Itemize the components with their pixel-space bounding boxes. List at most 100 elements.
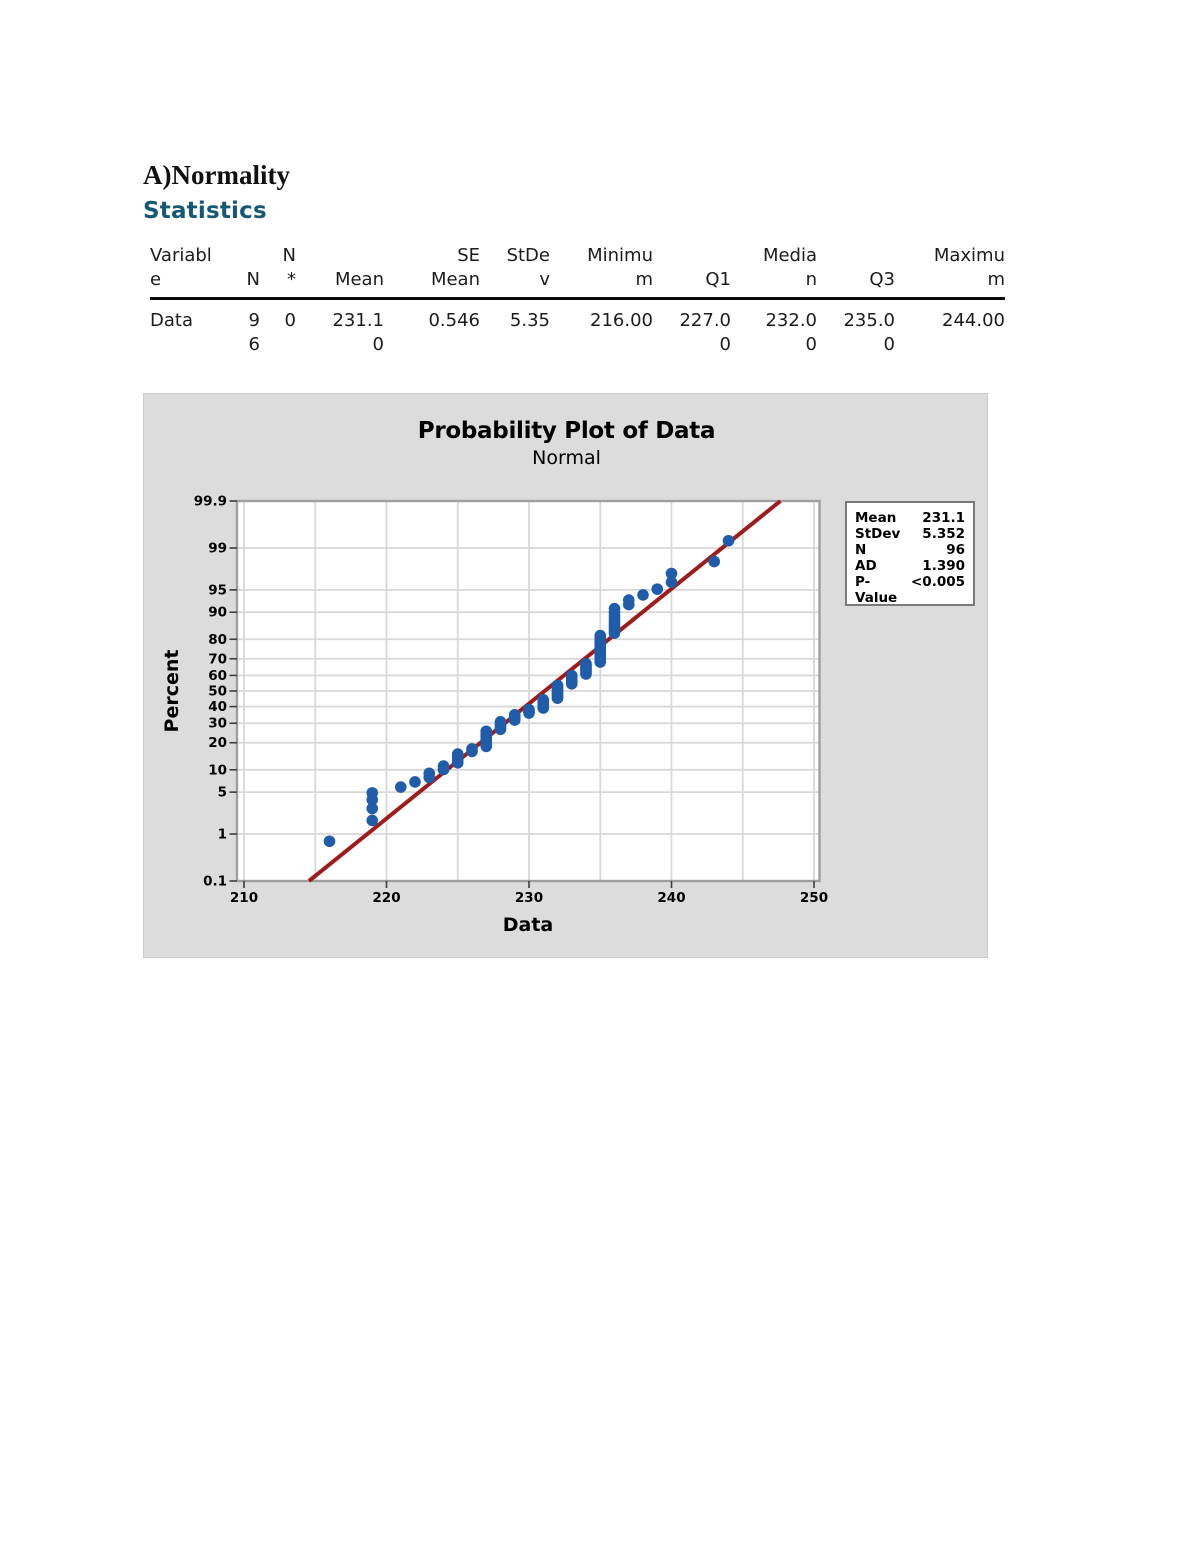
stats-cell: 216.00	[590, 310, 653, 331]
data-point	[665, 576, 678, 588]
stats-cell: 0	[284, 310, 296, 331]
y-axis-title: Percent	[161, 649, 183, 733]
data-point	[409, 776, 421, 788]
y-tick-label: 0.1	[203, 873, 227, 889]
data-point	[466, 743, 478, 755]
legend-row: N 96	[855, 542, 965, 558]
data-point	[565, 669, 578, 682]
legend-label: Mean	[855, 510, 897, 526]
x-tick-label: 230	[515, 890, 543, 906]
legend-value: 1.390	[922, 558, 965, 574]
y-tick-label: 1	[218, 827, 227, 843]
stats-col-header: Media n	[762, 245, 817, 290]
x-tick-label: 240	[657, 890, 685, 906]
legend-row: AD 1.390	[855, 558, 965, 574]
y-tick-label: 80	[208, 632, 227, 648]
stats-cell: 227.0 0	[679, 310, 731, 355]
stats-cell: 0.546	[428, 310, 480, 331]
legend-value: 96	[946, 542, 965, 558]
y-tick-label: 99	[208, 540, 227, 556]
x-tick-label: 250	[800, 890, 828, 906]
y-tick-label: 20	[208, 735, 227, 751]
stats-col-header: N	[246, 269, 260, 290]
data-point	[551, 679, 564, 692]
y-tick-label: 10	[208, 762, 227, 778]
section-title: A)Normality	[143, 160, 290, 190]
data-point	[323, 835, 336, 848]
data-point	[523, 703, 535, 716]
data-point	[494, 716, 507, 728]
legend-box: Mean 231.1 StDev 5.352 N 96 AD 1.390 P-V…	[845, 501, 975, 606]
legend-label: P-Value	[855, 574, 898, 606]
y-tick-label: 40	[208, 699, 227, 715]
x-tick-label: 210	[230, 890, 258, 906]
stats-cell: 231.1 0	[332, 310, 384, 355]
data-point	[394, 781, 407, 793]
y-tick-label: 99.9	[194, 494, 227, 510]
stats-col-header: Q1	[705, 269, 731, 290]
data-point	[451, 748, 464, 760]
data-point	[508, 708, 521, 721]
stats-col-header: Mean	[334, 269, 384, 290]
data-point	[722, 534, 735, 547]
y-tick-label: 70	[208, 651, 227, 667]
statistics-heading: Statistics	[143, 198, 267, 224]
statistics-table-wrap: Variabl e N N * Mean SE Mean StDe v Minimu m…	[150, 244, 1005, 357]
stats-cell: 235.0 0	[843, 310, 895, 355]
tick-marks	[229, 500, 815, 888]
legend-label: StDev	[855, 526, 901, 542]
data-point	[437, 760, 450, 772]
chart-title: Probability Plot of Data	[417, 418, 716, 444]
data-point	[537, 694, 550, 706]
stats-col-header: Variabl e	[150, 245, 212, 290]
chart-panel: 210 220 230 240 250 0.1 1 5 10 20 30 40 50 60 70 80 90 95…	[143, 393, 988, 958]
data-point	[608, 602, 621, 615]
stats-col-header: Maximu m	[933, 245, 1005, 290]
stats-col-header: StDe v	[506, 245, 550, 290]
stats-col-header: Q3	[869, 269, 895, 290]
stats-cell: Data	[150, 310, 193, 331]
data-point	[594, 629, 607, 642]
data-point	[366, 814, 379, 827]
fit-line	[307, 499, 782, 883]
legend-row: P-Value <0.005	[855, 574, 965, 606]
x-axis-title: Data	[502, 914, 554, 936]
x-tick-label: 220	[372, 890, 400, 906]
data-point	[665, 567, 678, 580]
chart-subtitle: Normal	[532, 447, 601, 469]
y-tick-label: 60	[208, 668, 227, 684]
legend-label: AD	[855, 558, 877, 574]
statistics-table: Variabl e N N * Mean SE Mean StDe v Minimu m…	[150, 244, 1005, 357]
stats-cell: 244.00	[942, 310, 1005, 331]
stats-cell: 5.35	[509, 310, 550, 331]
legend-value: 231.1	[922, 510, 965, 526]
y-tick-label: 95	[208, 582, 227, 598]
data-point	[366, 787, 379, 799]
legend-row: Mean 231.1	[855, 510, 965, 526]
data-point	[480, 725, 493, 738]
stats-cell: 9 6	[248, 310, 260, 355]
data-point	[708, 555, 721, 568]
legend-value: <0.005	[910, 574, 965, 590]
legend-row: StDev 5.352	[855, 526, 965, 542]
data-point	[366, 802, 379, 815]
legend-value: 5.352	[922, 526, 965, 542]
y-tick-label: 5	[218, 785, 227, 801]
stats-col-header: SE Mean	[430, 245, 480, 290]
data-point	[651, 583, 664, 595]
y-tick-label: 50	[208, 684, 227, 700]
stats-col-header: N *	[282, 245, 296, 290]
data-point	[423, 767, 436, 780]
data-point	[580, 657, 592, 670]
y-tick-label: 30	[208, 716, 227, 732]
legend-label: N	[855, 542, 867, 558]
data-point	[622, 594, 635, 606]
y-tick-label: 90	[208, 605, 227, 621]
stats-cell: 232.0 0	[765, 310, 817, 355]
data-point	[637, 589, 649, 601]
scatter-points	[323, 534, 735, 848]
stats-col-header: Minimu m	[587, 245, 653, 290]
